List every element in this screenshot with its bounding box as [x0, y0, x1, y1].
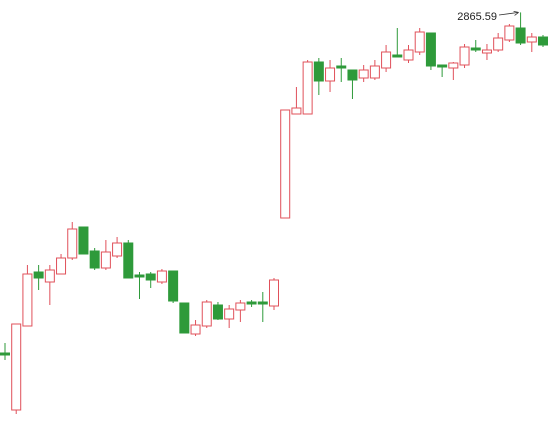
candle-body — [437, 64, 448, 68]
candle-body — [280, 109, 291, 219]
candle-body — [493, 37, 504, 51]
candle-body — [212, 304, 223, 320]
candle-body — [123, 242, 134, 279]
candle-body — [190, 324, 201, 335]
candle-body — [257, 301, 268, 305]
candle-body — [414, 31, 425, 53]
annotation-arrow — [498, 12, 519, 16]
candle-body — [224, 308, 235, 320]
candle-body — [100, 251, 111, 269]
candle-body — [112, 242, 123, 257]
candle-body — [448, 62, 459, 69]
candle-body — [347, 69, 358, 81]
candle-body — [56, 257, 67, 275]
candle-body — [145, 273, 156, 281]
candle-body — [425, 32, 436, 67]
candle-body — [89, 250, 100, 269]
candle-body — [526, 36, 537, 43]
candle-body — [470, 47, 481, 51]
candle-body — [134, 274, 145, 278]
candle-body — [235, 302, 246, 311]
candle-body — [22, 273, 33, 327]
candle-body — [392, 54, 403, 58]
candle-body — [481, 49, 492, 54]
annotation: 2865.59 — [457, 11, 497, 23]
candle-body — [538, 36, 548, 46]
candle-body — [325, 67, 336, 82]
candle-body — [515, 27, 526, 44]
candle-body — [78, 226, 89, 255]
candle-body — [369, 65, 380, 79]
candle-body — [381, 51, 392, 69]
candle-body — [156, 270, 167, 283]
candle-body — [33, 271, 44, 279]
candle-body — [67, 228, 78, 259]
candle-body — [504, 25, 515, 41]
candle-body — [168, 270, 179, 302]
candle-body — [291, 107, 302, 115]
candle-body — [246, 301, 257, 305]
annotation-arrowhead — [513, 11, 519, 16]
candle-body — [313, 61, 324, 82]
candle-body — [302, 61, 313, 115]
candle-body — [201, 301, 212, 327]
candle-body — [0, 352, 10, 356]
candle-body — [11, 323, 22, 411]
candle-body — [459, 46, 470, 66]
candle-body — [179, 302, 190, 334]
candle-body — [358, 69, 369, 79]
candle-body — [44, 269, 55, 283]
candle-body — [336, 65, 347, 69]
candle-body — [269, 279, 279, 307]
candle-body — [403, 49, 414, 61]
